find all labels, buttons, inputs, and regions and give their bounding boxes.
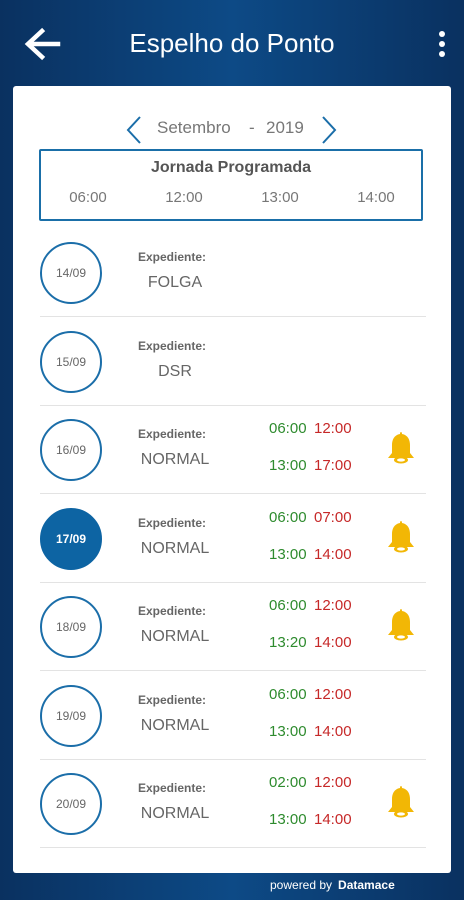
shift-label: Expediente: xyxy=(138,692,207,707)
time-out: 14:00 xyxy=(314,545,352,563)
time-out: 14:00 xyxy=(314,722,352,740)
shift-label: Expediente: xyxy=(138,515,207,530)
period-separator: - xyxy=(249,118,255,137)
period-selector: Setembro - 2019 xyxy=(13,114,451,144)
shift-type: NORMAL xyxy=(140,539,210,557)
app-bar: Espelho do Ponto xyxy=(0,0,464,86)
scheduled-shift-title: Jornada Programada xyxy=(150,159,312,176)
scheduled-hour: 06:00 xyxy=(69,189,107,206)
scheduled-hour: 13:00 xyxy=(261,189,299,206)
time-out: 12:00 xyxy=(314,597,352,614)
shift-type: FOLGA xyxy=(147,274,203,291)
time-in: 13:00 xyxy=(269,457,307,474)
period-year: 2019 xyxy=(266,118,304,137)
time-out: 07:00 xyxy=(314,508,352,526)
scheduled-hour: 12:00 xyxy=(165,189,203,206)
day-row[interactable]: 19/09 Expediente: NORMAL 06:00 12:00 13:00 14:… xyxy=(40,671,426,760)
chevron-left-icon[interactable] xyxy=(124,114,144,146)
time-in: 06:00 xyxy=(269,508,307,526)
time-out: 17:00 xyxy=(314,457,352,474)
brand-name: Datamace xyxy=(338,878,395,892)
day-date-circle[interactable]: 16/09 xyxy=(40,419,102,481)
chevron-right-icon[interactable] xyxy=(319,114,339,146)
shift-type: NORMAL xyxy=(140,805,210,822)
bell-icon[interactable] xyxy=(384,429,418,467)
shift-label: Expediente: xyxy=(138,604,207,618)
time-in: 02:00 xyxy=(269,774,307,791)
time-out: 14:00 xyxy=(314,634,352,651)
day-row[interactable]: 16/09 Expediente: NORMAL 06:00 12:00 13:00 17:… xyxy=(40,405,426,494)
page-title: Espelho do Ponto xyxy=(129,28,335,58)
day-row[interactable]: 17/09 Expediente: NORMAL 06:00 07:00 13:00 14:… xyxy=(40,494,426,583)
shift-label: Expediente: xyxy=(138,250,207,264)
day-date-circle[interactable]: 20/09 xyxy=(40,773,102,835)
shift-label: Expediente: xyxy=(138,427,207,441)
time-in: 06:00 xyxy=(269,685,307,703)
shift-label: Expediente: xyxy=(138,338,207,353)
day-date-circle[interactable]: 17/09 xyxy=(40,507,102,570)
time-in: 13:00 xyxy=(269,722,307,740)
scheduled-shift-box: Jornada Programada 06:00 12:00 13:00 14:… xyxy=(39,149,423,221)
day-date-circle[interactable]: 14/09 xyxy=(40,242,102,304)
period-month: Setembro xyxy=(157,118,231,137)
day-row[interactable]: 18/09 Expediente: NORMAL 06:00 12:00 13:20 14:… xyxy=(40,582,426,671)
shift-type: NORMAL xyxy=(140,628,210,645)
time-in: 13:00 xyxy=(269,545,307,563)
arrow-left-icon[interactable] xyxy=(22,26,62,62)
timesheet-card: Setembro - 2019 Jornada Programada 06:00… xyxy=(13,86,451,873)
shift-label: Expediente: xyxy=(138,781,207,795)
day-date-circle[interactable]: 15/09 xyxy=(40,330,102,393)
shift-type: DSR xyxy=(158,362,192,380)
time-in: 06:00 xyxy=(269,597,307,614)
scheduled-hour: 14:00 xyxy=(357,189,395,206)
day-date-circle[interactable]: 18/09 xyxy=(40,596,102,658)
time-out: 12:00 xyxy=(314,420,352,437)
day-row[interactable]: 15/09 Expediente: DSR xyxy=(40,317,426,406)
day-row[interactable]: 20/09 Expediente: NORMAL 02:00 12:00 13:00 14:… xyxy=(40,759,426,848)
day-row[interactable]: 14/09 Expediente: FOLGA xyxy=(40,228,426,317)
bell-icon[interactable] xyxy=(384,518,418,556)
time-out: 12:00 xyxy=(314,774,352,791)
more-vertical-icon[interactable] xyxy=(436,30,448,58)
time-out: 14:00 xyxy=(314,811,352,828)
bell-icon[interactable] xyxy=(384,606,418,644)
time-in: 13:20 xyxy=(269,634,307,651)
shift-type: NORMAL xyxy=(140,451,210,468)
powered-by-text: powered by xyxy=(270,878,333,892)
shift-type: NORMAL xyxy=(140,716,210,734)
time-in: 06:00 xyxy=(269,420,307,437)
bell-icon[interactable] xyxy=(384,783,418,821)
time-in: 13:00 xyxy=(269,811,307,828)
day-date-circle[interactable]: 19/09 xyxy=(40,684,102,747)
time-out: 12:00 xyxy=(314,685,352,703)
footer: powered by Datamace xyxy=(270,878,395,892)
